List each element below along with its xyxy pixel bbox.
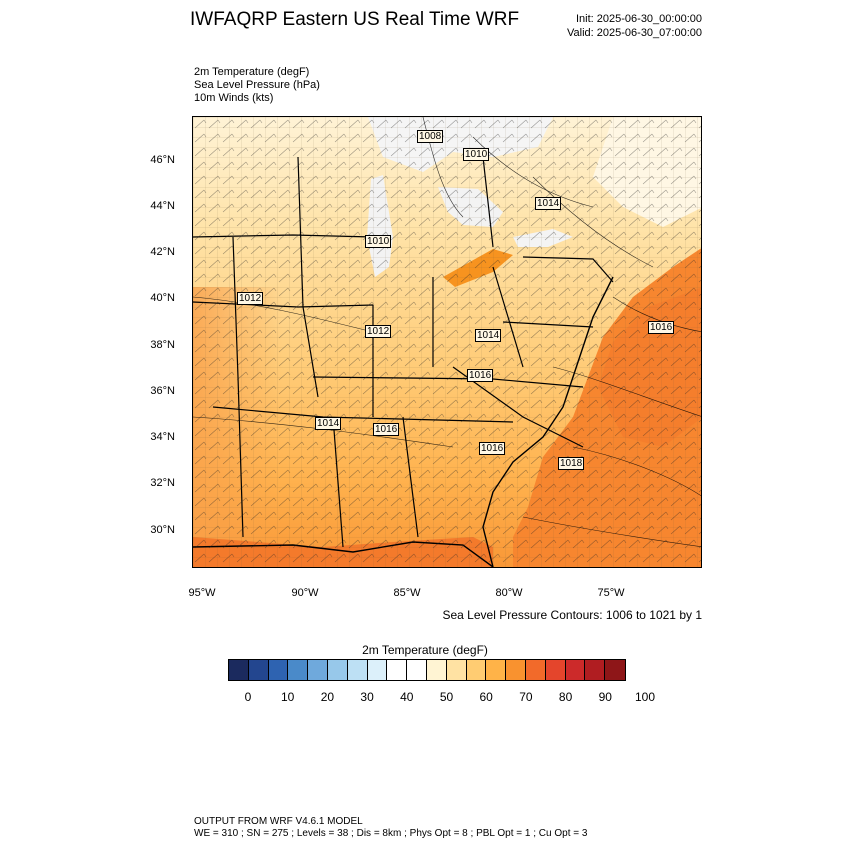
chart-title: IWFAQRP Eastern US Real Time WRF bbox=[190, 9, 520, 30]
colorbar-tick-label: 60 bbox=[479, 690, 493, 704]
lon-label: 75°W bbox=[597, 587, 625, 599]
lon-label: 90°W bbox=[291, 587, 319, 599]
temperature-map bbox=[193, 117, 701, 567]
field-temperature-label: 2m Temperature (degF) bbox=[194, 66, 310, 78]
colorbar-tick-label: 100 bbox=[634, 690, 656, 704]
slp-label: 1012 bbox=[237, 292, 264, 305]
lat-label: 44°N bbox=[150, 200, 175, 212]
colorbar-swatch bbox=[525, 660, 546, 680]
colorbar-swatch bbox=[308, 660, 328, 680]
colorbar-swatch bbox=[486, 660, 507, 680]
slp-label: 1010 bbox=[463, 148, 490, 161]
slp-label: 1016 bbox=[648, 321, 675, 334]
colorbar-swatch bbox=[605, 660, 625, 680]
colorbar-swatch bbox=[327, 660, 348, 680]
colorbar-swatch bbox=[367, 660, 388, 680]
colorbar-tick-label: 20 bbox=[320, 690, 335, 704]
lon-label: 85°W bbox=[393, 587, 421, 599]
slp-label: 1014 bbox=[315, 417, 342, 430]
colorbar-tick-label: 50 bbox=[439, 690, 454, 704]
colorbar-swatch bbox=[288, 660, 309, 680]
map-panel: 1008 1010 1014 1010 1012 1012 1014 1016 … bbox=[192, 116, 702, 568]
colorbar-swatch bbox=[446, 660, 467, 680]
colorbar-tick-label: 40 bbox=[400, 690, 414, 704]
colorbar-swatch bbox=[407, 660, 427, 680]
contour-note: Sea Level Pressure Contours: 1006 to 102… bbox=[442, 608, 703, 622]
slp-label: 1016 bbox=[373, 423, 400, 436]
slp-label: 1010 bbox=[365, 235, 392, 248]
lon-label: 80°W bbox=[495, 587, 523, 599]
field-winds-label: 10m Winds (kts) bbox=[194, 92, 274, 104]
lat-label: 42°N bbox=[150, 246, 175, 258]
slp-label: 1016 bbox=[479, 442, 506, 455]
colorbar-swatch bbox=[545, 660, 566, 680]
slp-label: 1018 bbox=[558, 457, 585, 470]
lat-label: 34°N bbox=[150, 431, 175, 443]
colorbar-tick-label: 0 bbox=[244, 690, 252, 704]
colorbar-swatch bbox=[248, 660, 269, 680]
colorbar-swatch bbox=[426, 660, 447, 680]
field-pressure-label: Sea Level Pressure (hPa) bbox=[194, 79, 320, 91]
colorbar-swatch bbox=[585, 660, 606, 680]
lat-label: 40°N bbox=[150, 292, 175, 304]
lat-label: 32°N bbox=[150, 477, 175, 489]
colorbar-swatch bbox=[347, 660, 368, 680]
colorbar-title: 2m Temperature (degF) bbox=[362, 643, 488, 657]
init-time: Init: 2025-06-30_00:00:00 bbox=[576, 13, 702, 25]
lat-label: 38°N bbox=[150, 339, 175, 351]
lon-label: 95°W bbox=[188, 587, 216, 599]
colorbar bbox=[228, 659, 626, 681]
model-config-footer: WE = 310 ; SN = 275 ; Levels = 38 ; Dis … bbox=[194, 828, 588, 839]
slp-label: 1008 bbox=[417, 130, 444, 143]
slp-label: 1014 bbox=[475, 329, 502, 342]
colorbar-tick-label: 70 bbox=[519, 690, 533, 704]
colorbar-tick-label: 80 bbox=[558, 690, 573, 704]
colorbar-swatch bbox=[565, 660, 586, 680]
colorbar-swatch bbox=[387, 660, 408, 680]
colorbar-tick-label: 90 bbox=[598, 690, 612, 704]
lat-label: 36°N bbox=[150, 385, 175, 397]
slp-label: 1012 bbox=[365, 325, 392, 338]
wind-barbs bbox=[193, 117, 701, 567]
colorbar-swatch bbox=[466, 660, 487, 680]
slp-label: 1014 bbox=[535, 197, 562, 210]
colorbar-swatch bbox=[506, 660, 526, 680]
model-footer: OUTPUT FROM WRF V4.6.1 MODEL bbox=[194, 816, 363, 827]
lat-label: 46°N bbox=[150, 154, 175, 166]
colorbar-tick-label: 30 bbox=[360, 690, 374, 704]
colorbar-tick-label: 10 bbox=[281, 690, 295, 704]
colorbar-swatch bbox=[229, 660, 249, 680]
valid-time: Valid: 2025-06-30_07:00:00 bbox=[567, 27, 702, 39]
lat-label: 30°N bbox=[150, 524, 175, 536]
colorbar-swatch bbox=[268, 660, 289, 680]
slp-label: 1016 bbox=[467, 369, 494, 382]
